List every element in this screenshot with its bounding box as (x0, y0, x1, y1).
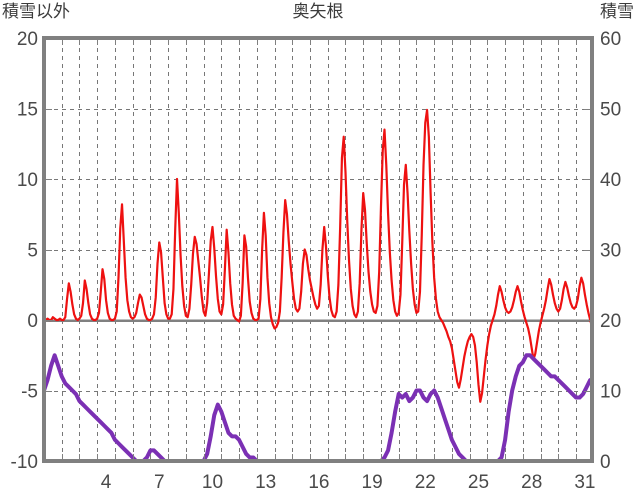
x-tick-label: 28 (521, 472, 542, 493)
right-tick-label: 50 (600, 100, 621, 121)
left-axis-tick-labels: -10 -5 0 5 10 15 20 (11, 29, 38, 473)
right-tick-label: 20 (600, 311, 621, 332)
right-axis-tick-labels: 0 10 20 30 40 50 60 (600, 29, 621, 473)
left-tick-label: 15 (17, 100, 38, 121)
right-tick-label: 40 (600, 170, 621, 191)
x-tick-label: 25 (468, 472, 489, 493)
x-tick-label: 10 (202, 472, 223, 493)
left-tick-label: -10 (11, 452, 38, 473)
x-axis-tick-labels: 4 7 10 13 16 19 22 25 28 31 (101, 472, 596, 493)
grid-lines (46, 40, 590, 459)
left-axis-title: 積雪以外 (2, 2, 70, 21)
right-tick-label: 10 (600, 382, 621, 403)
data-series-group (46, 108, 590, 459)
right-axis-title: 積雪 (600, 2, 634, 21)
chart-title: 奥矢根 (292, 2, 344, 21)
left-tick-label: 20 (17, 29, 38, 50)
x-tick-label: 19 (362, 472, 383, 493)
x-tick-label: 7 (154, 472, 165, 493)
left-tick-label: -5 (21, 382, 38, 403)
x-tick-label: 4 (101, 472, 112, 493)
x-tick-label: 16 (308, 472, 329, 493)
right-tick-label: 30 (600, 241, 621, 262)
left-tick-label: 0 (27, 311, 38, 332)
x-tick-label: 31 (574, 472, 595, 493)
x-tick-label: 22 (415, 472, 436, 493)
plot-frame (42, 36, 594, 463)
x-tick-label: 13 (255, 472, 276, 493)
right-tick-label: 0 (600, 452, 611, 473)
left-tick-label: 5 (27, 241, 38, 262)
tick-marks (46, 38, 590, 462)
left-tick-label: 10 (17, 170, 38, 191)
right-tick-label: 60 (600, 29, 621, 50)
